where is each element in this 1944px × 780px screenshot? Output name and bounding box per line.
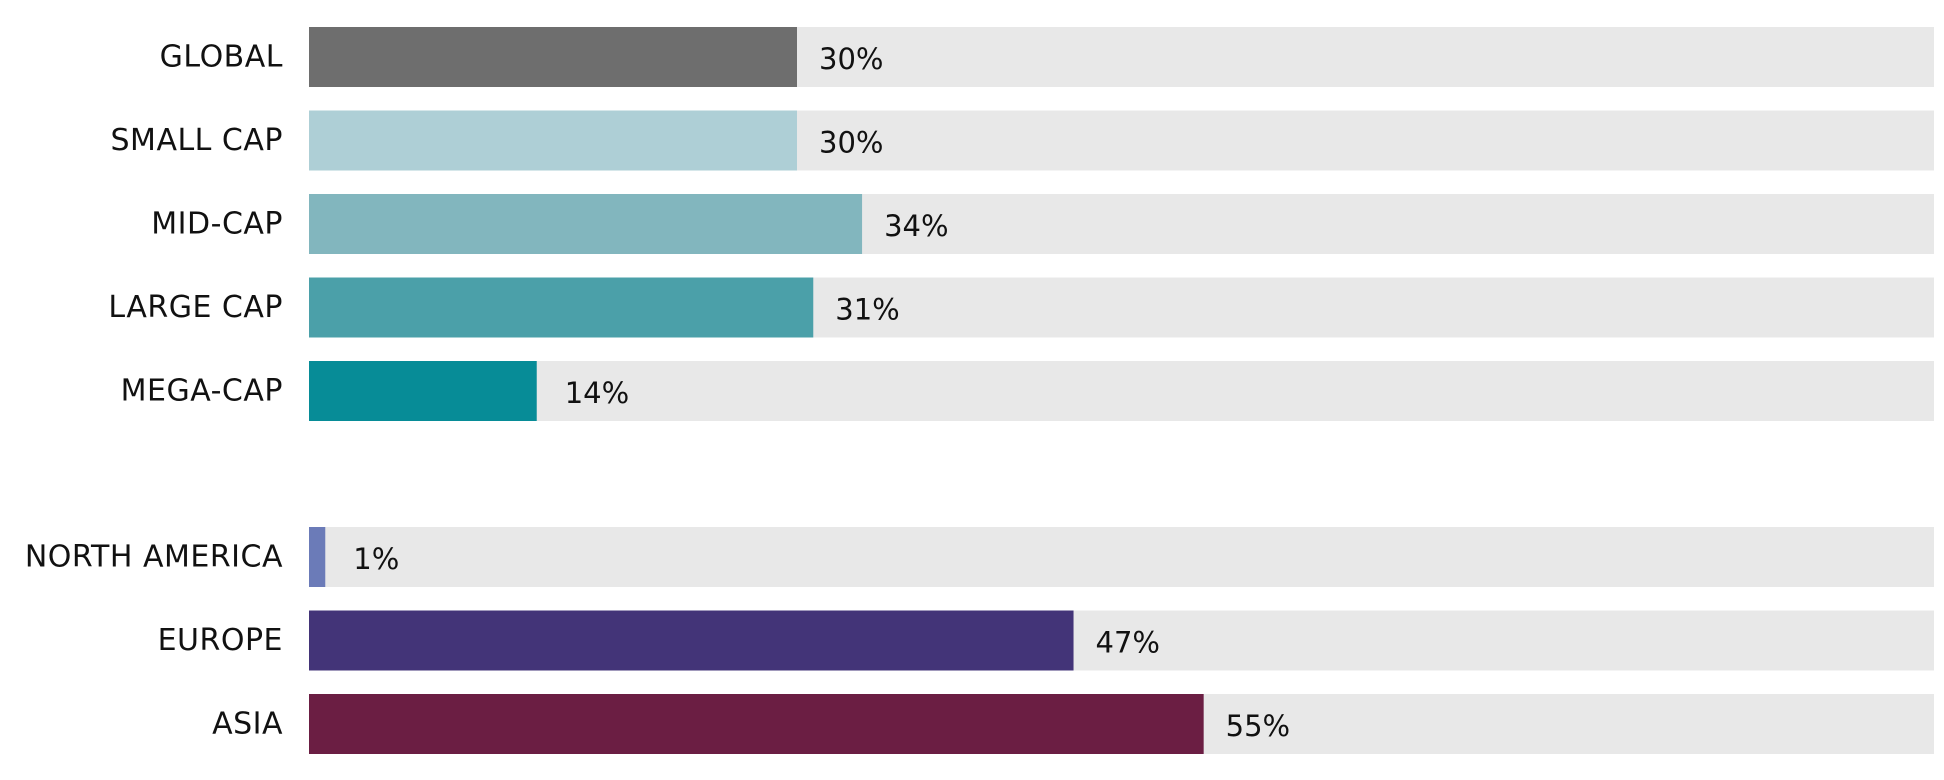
- category-label-small-cap: SMALL CAP: [111, 123, 283, 158]
- value-label-mega-cap: 14%: [565, 376, 629, 410]
- bar-track-mega-cap: [309, 361, 1934, 421]
- bar-mega-cap: [309, 361, 537, 421]
- bar-europe: [309, 610, 1074, 671]
- value-label-north-america: 1%: [353, 542, 399, 576]
- category-label-europe: EUROPE: [158, 623, 283, 658]
- bar-small-cap: [309, 110, 797, 171]
- category-label-global: GLOBAL: [160, 40, 283, 75]
- bar-global: [309, 27, 797, 87]
- value-label-global: 30%: [819, 42, 883, 76]
- category-label-large-cap: LARGE CAP: [108, 290, 283, 325]
- value-label-small-cap: 30%: [819, 126, 883, 160]
- bar-north-america: [309, 527, 326, 587]
- category-label-north-america: NORTH AMERICA: [25, 540, 283, 575]
- bar-track-north-america: [309, 527, 1934, 587]
- bar-large-cap: [309, 277, 814, 338]
- bar-mid-cap: [309, 194, 863, 254]
- value-label-asia: 55%: [1226, 709, 1290, 743]
- category-label-mid-cap: MID-CAP: [151, 207, 283, 242]
- category-label-mega-cap: MEGA-CAP: [121, 374, 283, 409]
- value-label-large-cap: 31%: [835, 293, 899, 327]
- bar-asia: [309, 694, 1204, 754]
- category-label-asia: ASIA: [212, 707, 283, 742]
- value-label-mid-cap: 34%: [884, 209, 948, 243]
- value-label-europe: 47%: [1096, 626, 1160, 660]
